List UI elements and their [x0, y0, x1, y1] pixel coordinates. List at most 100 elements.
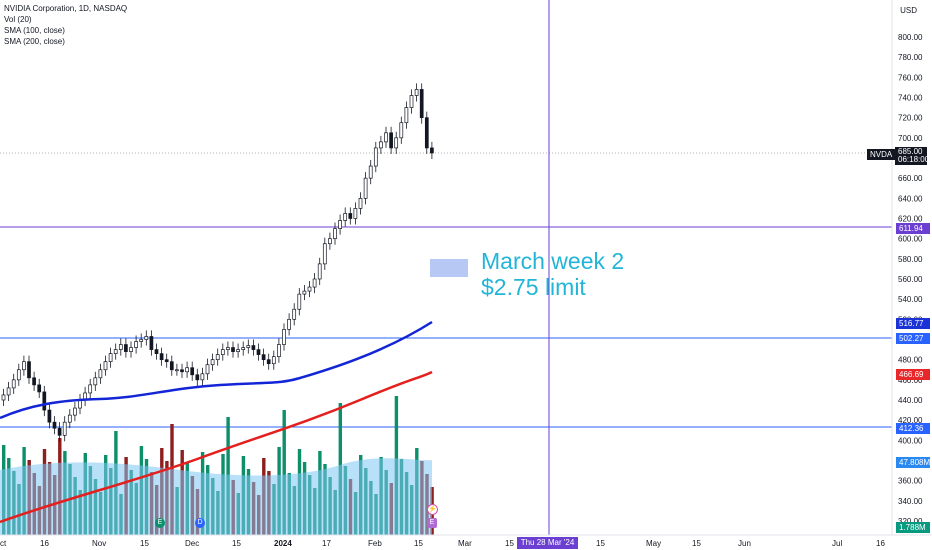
time-tick-label: Dec	[185, 539, 199, 548]
candle-body	[144, 336, 149, 340]
candle-body	[180, 369, 184, 373]
time-tick-label: 16	[40, 539, 49, 548]
candle-body	[399, 122, 404, 139]
candle-body	[389, 132, 393, 149]
price-level-tag[interactable]: 611.94	[896, 223, 930, 234]
candle-body	[118, 344, 123, 350]
candle-body	[73, 407, 77, 416]
candle-body	[134, 341, 138, 348]
candle-body	[414, 89, 419, 96]
candle-body	[88, 384, 93, 394]
price-tick-label: 400.00	[898, 436, 923, 445]
candle-body	[37, 384, 42, 393]
time-tick-label: 15	[596, 539, 605, 548]
candle-body	[205, 364, 210, 375]
lightning-icon[interactable]: ⚡	[427, 504, 438, 515]
candle-body	[16, 369, 21, 381]
annotation-text[interactable]: March week 2 $2.75 limit	[481, 248, 624, 300]
candle-body	[57, 427, 62, 436]
price-level-tag[interactable]: 502.27	[896, 333, 930, 344]
legend-sma200[interactable]: SMA (200, close)	[4, 37, 65, 46]
price-tick-label: 480.00	[898, 356, 923, 365]
candle-body	[159, 353, 164, 361]
candle-body	[251, 345, 256, 350]
volume-bar	[282, 410, 286, 535]
earnings-icon[interactable]: E	[155, 518, 165, 528]
candle-body	[215, 354, 220, 361]
price-level-tag[interactable]: 47.808M	[896, 457, 930, 468]
price-tick-label: 440.00	[898, 396, 923, 405]
candle-body	[424, 117, 429, 149]
currency-label[interactable]: USD	[900, 6, 917, 15]
legend-sma100[interactable]: SMA (100, close)	[4, 26, 65, 35]
candle-body	[348, 213, 353, 219]
time-tick-label: 15	[692, 539, 701, 548]
annotation-line-2: $2.75 limit	[481, 274, 586, 300]
price-tick-label: 420.00	[898, 416, 923, 425]
price-level-tag[interactable]: 412.36	[896, 423, 930, 434]
price-axis: 800.00780.00760.00740.00720.00700.00680.…	[891, 0, 923, 535]
legend-volume[interactable]: Vol (20)	[4, 15, 32, 24]
time-tick-label: Nov	[92, 539, 106, 548]
price-tick-label: 460.00	[898, 376, 923, 385]
candle-body	[363, 177, 368, 199]
candle-body	[139, 339, 144, 342]
candle-body	[277, 344, 281, 357]
time-tick-label: 16	[876, 539, 885, 548]
candle-body	[322, 243, 327, 265]
candle-body	[113, 349, 118, 354]
candle-body	[231, 347, 235, 352]
candle-body	[22, 361, 26, 371]
candle-body	[287, 318, 291, 330]
candle-body	[175, 369, 179, 372]
sma200-line	[0, 370, 433, 524]
price-tick-label: 640.00	[898, 194, 923, 203]
price-tick-label: 760.00	[898, 73, 923, 82]
dividend-icon[interactable]: D	[195, 518, 205, 528]
candle-body	[317, 263, 322, 280]
candle-body	[271, 356, 276, 365]
candle-body	[11, 379, 16, 389]
candle-body	[394, 137, 399, 149]
volume-ma-area	[0, 458, 432, 535]
candle-body	[312, 278, 317, 288]
price-level-tag[interactable]: 466.69	[896, 369, 930, 380]
candle-body	[307, 286, 312, 292]
price-tick-label: 600.00	[898, 235, 923, 244]
candle-body	[32, 377, 36, 386]
price-level-tag[interactable]: 516.77	[896, 318, 930, 329]
candle-body	[169, 361, 174, 371]
candle-body	[226, 347, 230, 350]
candle-body	[149, 336, 154, 350]
candle-body	[430, 147, 434, 154]
candle-body	[164, 359, 169, 363]
time-tick-label: Mar	[458, 539, 472, 548]
candle-body	[98, 369, 103, 379]
chart-grid	[0, 0, 892, 535]
time-tick-label: 15	[414, 539, 423, 548]
candle-body	[52, 421, 57, 429]
annotation-rectangle[interactable]	[430, 259, 468, 277]
chart-legend[interactable]: NVIDIA Corporation, 1D, NASDAQ Vol (20) …	[4, 3, 127, 47]
time-axis: ct 16 Nov 15 Dec 15 2024 17 Feb 15 Mar 15 15 May 15 Jun…	[0, 534, 932, 548]
candle-body	[333, 228, 337, 240]
crosshair-date-tag: Thu 28 Mar '24	[517, 537, 578, 549]
candle-body	[200, 373, 205, 381]
candle-body	[67, 414, 72, 423]
time-tick-label: Jun	[738, 539, 751, 548]
earnings-upcoming-icon[interactable]: E	[427, 518, 437, 528]
candle-body	[409, 95, 414, 108]
price-level-tag[interactable]: 1.788M	[896, 522, 930, 533]
candle-body	[241, 347, 246, 350]
candle-body	[236, 349, 240, 352]
bar-countdown: 06:18:00	[898, 155, 930, 164]
price-tick-label: 360.00	[898, 477, 923, 486]
time-tick-label: Jul	[832, 539, 842, 548]
annotation-line-1: March week 2	[481, 248, 625, 274]
time-tick-label: May	[646, 539, 661, 548]
candle-body	[328, 238, 332, 245]
last-price-tag: 685.00 06:18:00	[895, 147, 930, 165]
candle-body	[220, 349, 225, 355]
price-tick-label: 660.00	[898, 174, 923, 183]
